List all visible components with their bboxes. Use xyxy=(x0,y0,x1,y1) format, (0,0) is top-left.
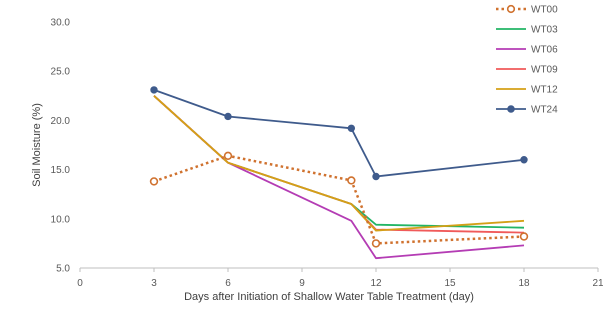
legend-label-wt00: WT00 xyxy=(531,5,558,16)
y-axis-ticks: 5.0 10.0 15.0 20.0 25.0 30.0 xyxy=(51,18,71,275)
y-tick-label: 15.0 xyxy=(51,165,71,176)
legend-item-wt06: WT06 xyxy=(496,45,558,56)
series-line-wt03 xyxy=(153,95,525,229)
x-axis-title: Days after Initiation of Shallow Water T… xyxy=(184,291,474,303)
data-point-wt00 xyxy=(519,232,529,241)
data-point-wt00 xyxy=(223,151,233,161)
legend-label-wt12: WT12 xyxy=(531,85,558,96)
series-layer xyxy=(149,86,529,260)
series-wt09 xyxy=(153,95,525,234)
data-point-wt00 xyxy=(149,177,159,186)
y-tick-label: 20.0 xyxy=(51,116,71,127)
x-axis-ticks: 0 3 6 9 12 15 18 21 xyxy=(77,268,603,289)
data-point-wt24 xyxy=(372,172,380,181)
series-wt24 xyxy=(150,86,528,181)
series-wt03 xyxy=(153,95,525,229)
data-point-wt00 xyxy=(371,239,381,248)
legend-item-wt24: WT24 xyxy=(496,105,558,116)
y-tick-label: 25.0 xyxy=(51,67,71,78)
data-point-wt00 xyxy=(347,176,356,185)
x-tick-label: 0 xyxy=(77,278,83,289)
x-tick-label: 6 xyxy=(225,278,231,289)
x-tick-label: 3 xyxy=(151,278,157,289)
legend-item-wt09: WT09 xyxy=(496,65,558,76)
legend-marker-wt24 xyxy=(507,105,515,113)
series-wt06 xyxy=(153,95,525,260)
x-tick-label: 15 xyxy=(444,278,456,289)
x-tick-label: 18 xyxy=(518,278,530,289)
series-wt00 xyxy=(149,151,529,248)
legend-label-wt09: WT09 xyxy=(531,65,558,76)
legend-item-wt03: WT03 xyxy=(496,25,558,36)
series-line-wt09 xyxy=(153,95,525,234)
x-tick-label: 21 xyxy=(592,278,603,289)
data-point-wt24 xyxy=(150,86,158,94)
series-wt12 xyxy=(153,95,525,232)
legend-label-wt03: WT03 xyxy=(531,25,558,36)
data-point-wt24 xyxy=(347,124,356,132)
legend: WT00 WT03 WT06 WT09 WT12 WT24 xyxy=(496,5,558,116)
data-point-wt24 xyxy=(224,112,232,121)
y-tick-label: 30.0 xyxy=(51,18,71,29)
series-line-wt06 xyxy=(153,95,525,260)
legend-label-wt06: WT06 xyxy=(531,45,558,56)
legend-marker-wt00 xyxy=(506,4,516,14)
legend-label-wt24: WT24 xyxy=(531,105,558,116)
y-axis-title: Soil Moisture (%) xyxy=(31,103,43,187)
x-tick-label: 12 xyxy=(370,278,382,289)
legend-item-wt00: WT00 xyxy=(496,5,558,16)
series-line-wt24 xyxy=(153,89,525,178)
y-tick-label: 5.0 xyxy=(56,264,70,275)
series-line-wt12 xyxy=(153,95,525,232)
y-tick-label: 10.0 xyxy=(51,214,71,225)
data-point-wt24 xyxy=(520,156,528,164)
legend-item-wt12: WT12 xyxy=(496,85,558,96)
x-tick-label: 9 xyxy=(299,278,305,289)
